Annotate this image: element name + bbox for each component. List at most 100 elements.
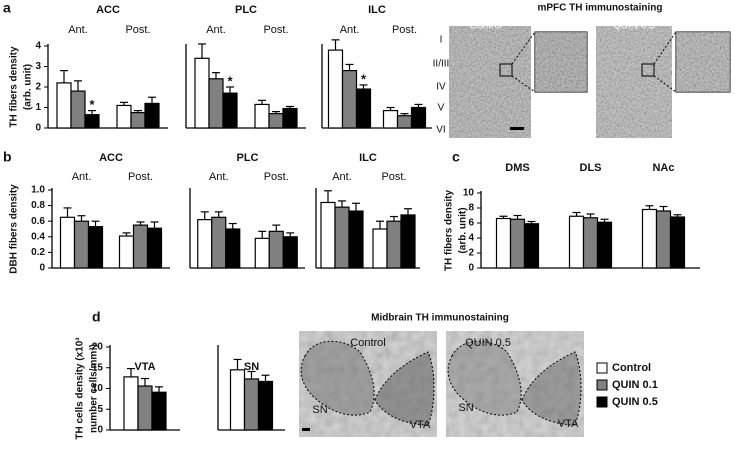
y-tick-label: 0.6	[31, 216, 45, 227]
y-axis-label: (arb. unit)	[458, 207, 469, 253]
image-label: QUIN 0.5	[613, 21, 655, 32]
category-label: NAc	[652, 162, 674, 174]
inset-texture	[676, 32, 730, 92]
y-tick-label: 4	[35, 41, 41, 52]
micrograph-texture	[596, 26, 672, 138]
sn-outline	[300, 340, 375, 416]
y-tick-label: 2	[468, 248, 474, 259]
layer-label: VI	[436, 125, 445, 136]
bar	[523, 223, 540, 269]
bar	[211, 216, 227, 269]
bar	[282, 236, 298, 269]
bar	[596, 221, 613, 269]
category-label: Ant.	[72, 171, 92, 183]
bar	[254, 237, 270, 269]
bar	[151, 391, 167, 431]
chart-title: ILC	[359, 152, 377, 164]
bar	[243, 378, 260, 431]
image-title: Midbrain TH immunostaining	[371, 313, 509, 324]
y-tick-label: 20	[92, 342, 104, 353]
bar	[327, 49, 344, 129]
bar	[137, 385, 153, 431]
bar	[116, 104, 132, 129]
region-label: VTA	[410, 419, 431, 431]
y-tick-label: 10	[92, 383, 104, 394]
image-label: Control	[470, 21, 502, 32]
y-tick-label: 0	[39, 263, 45, 274]
significance: *	[89, 97, 95, 112]
bar	[197, 219, 213, 269]
layer-label: II/III	[433, 59, 450, 70]
bar	[132, 224, 149, 269]
legend-swatch	[596, 379, 608, 391]
category-label: Ant.	[340, 24, 360, 36]
category-label: Post.	[263, 24, 288, 36]
chart-title: ACC	[96, 4, 120, 16]
y-tick-label: 6	[468, 218, 474, 229]
y-tick-label: 15	[92, 362, 104, 373]
bar	[386, 220, 402, 269]
legend-label: QUIN 0.1	[612, 379, 658, 391]
bar	[320, 201, 336, 269]
bar	[400, 214, 416, 269]
y-tick-label: 0.8	[31, 200, 45, 211]
category-label: Post.	[125, 24, 150, 36]
bar	[348, 210, 364, 269]
sn-outline	[447, 340, 522, 416]
category-label: Post.	[381, 171, 406, 183]
bar	[254, 103, 270, 129]
bar	[568, 215, 585, 269]
panel-letter: d	[92, 309, 101, 325]
bar	[495, 217, 512, 269]
y-tick-label: 0	[468, 263, 474, 274]
bar	[382, 109, 399, 129]
y-axis-label: TH fibers density	[444, 190, 455, 272]
category-label: Ant.	[68, 24, 88, 36]
bar	[208, 78, 224, 129]
y-axis-label: DBH fibers density	[9, 184, 20, 274]
chart-title: PLC	[237, 152, 259, 164]
bar	[225, 228, 241, 269]
y-axis-label: TH fibers density	[9, 46, 20, 128]
bar	[123, 376, 139, 431]
bar	[118, 235, 135, 269]
bar	[334, 206, 350, 269]
bar	[56, 82, 72, 129]
bar	[87, 226, 104, 269]
micrograph-texture	[449, 26, 531, 138]
category-label: Ant.	[332, 171, 352, 183]
y-tick-label: 5	[97, 404, 103, 415]
bar	[70, 90, 86, 129]
chart-title: VTA	[134, 361, 155, 373]
zoom-box	[499, 63, 513, 77]
layer-label: V	[438, 103, 445, 114]
panel-letter: c	[452, 149, 460, 165]
category-label: Ant.	[206, 24, 226, 36]
bar	[130, 112, 146, 129]
bar	[669, 216, 686, 269]
chart-title: PLC	[235, 4, 257, 16]
chart-title: SN	[244, 361, 259, 373]
region-label: SN	[312, 404, 327, 416]
bar	[641, 208, 658, 269]
category-label: DLS	[580, 162, 602, 174]
bar	[146, 227, 163, 269]
layer-label: IV	[436, 82, 446, 93]
panel-letter: a	[3, 0, 11, 16]
category-label: Post.	[392, 24, 417, 36]
scale-bar	[510, 127, 524, 130]
scale-bar	[302, 428, 310, 431]
bar	[509, 218, 526, 269]
panel-letter: b	[3, 149, 12, 165]
y-tick-label: 8	[468, 203, 474, 214]
significance: *	[227, 73, 233, 88]
y-tick-label: 3	[35, 61, 41, 72]
category-label: Ant.	[209, 171, 229, 183]
midbrain-images: Midbrain TH immunostaining Control QUIN …	[299, 313, 584, 437]
vta-outline	[374, 351, 435, 426]
image-title: mPFC TH immunostaining	[538, 3, 663, 14]
layer-label: I	[440, 35, 443, 46]
y-tick-label: 0	[97, 425, 103, 436]
y-tick-label: 1	[35, 102, 41, 113]
significance: *	[361, 71, 367, 86]
